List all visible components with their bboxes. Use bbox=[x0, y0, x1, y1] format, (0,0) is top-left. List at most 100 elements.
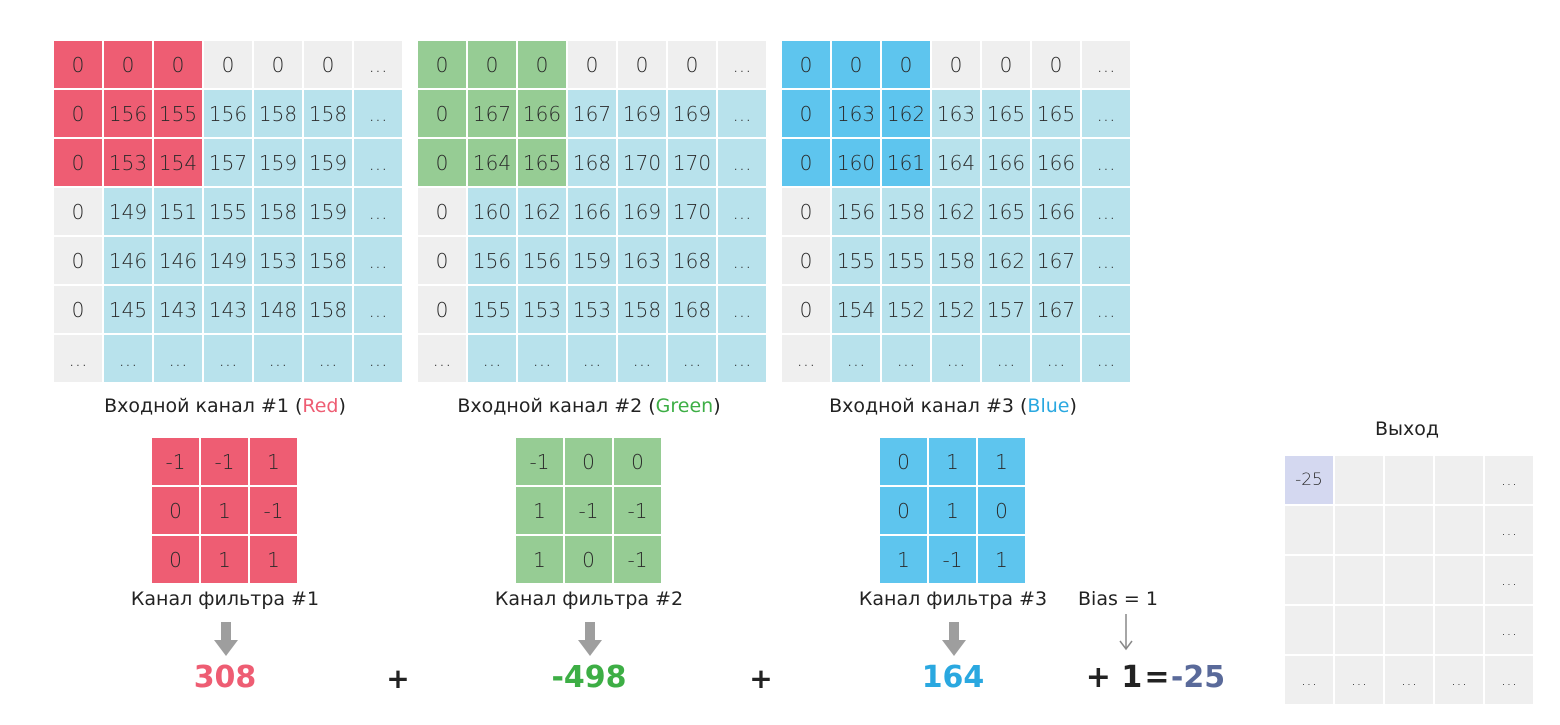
input-cell: ... bbox=[1082, 335, 1130, 382]
input-cell: 156 bbox=[204, 90, 252, 137]
output-cell bbox=[1385, 556, 1433, 604]
input-cell: 168 bbox=[568, 139, 616, 186]
input-cell: 0 bbox=[418, 41, 466, 88]
filter-cell: 1 bbox=[929, 438, 976, 485]
input-cell: 159 bbox=[568, 237, 616, 284]
input-cell: 159 bbox=[254, 139, 302, 186]
input-cell: ... bbox=[1082, 188, 1130, 235]
output-cell: ... bbox=[1485, 456, 1533, 504]
filter-cell: -1 bbox=[201, 438, 248, 485]
filter-channel-1-grid: -1 -1 1 0 1 -1 0 1 1 bbox=[152, 438, 297, 583]
input-cell: 165 bbox=[982, 188, 1030, 235]
input-cell: 166 bbox=[1032, 139, 1080, 186]
input-cell: ... bbox=[354, 139, 402, 186]
filter-cell: -1 bbox=[614, 536, 661, 583]
input-cell: 158 bbox=[618, 286, 666, 333]
input-cell: 167 bbox=[1032, 237, 1080, 284]
filter-channel-2-caption: Канал фильтра #2 bbox=[494, 588, 684, 610]
caption-prefix: Входной канал #2 ( bbox=[457, 395, 656, 417]
output-cell bbox=[1335, 506, 1383, 554]
output-cell bbox=[1385, 606, 1433, 654]
filter-cell: 1 bbox=[201, 536, 248, 583]
input-cell: 0 bbox=[1032, 41, 1080, 88]
output-cell bbox=[1385, 456, 1433, 504]
input-cell: 0 bbox=[882, 41, 930, 88]
output-cell: ... bbox=[1285, 656, 1333, 704]
filter-cell: -1 bbox=[516, 438, 563, 485]
down-arrow-icon bbox=[942, 622, 966, 656]
filter-cell: 0 bbox=[565, 438, 612, 485]
input-cell: ... bbox=[618, 335, 666, 382]
caption-suffix: ) bbox=[338, 395, 346, 417]
input-cell: ... bbox=[1082, 286, 1130, 333]
input-cell: 169 bbox=[618, 188, 666, 235]
input-cell: 0 bbox=[468, 41, 516, 88]
input-cell: 151 bbox=[154, 188, 202, 235]
input-cell: 0 bbox=[54, 188, 102, 235]
input-channel-green-grid: 0 0 0 0 0 0... 0 167 166 167 169 169... 0 164 165 168 17… bbox=[418, 41, 766, 382]
input-cell: 168 bbox=[668, 286, 716, 333]
filter-cell: 0 bbox=[880, 438, 927, 485]
input-cell: 152 bbox=[882, 286, 930, 333]
input-cell: ... bbox=[982, 335, 1030, 382]
output-cell bbox=[1285, 556, 1333, 604]
output-cell bbox=[1335, 456, 1383, 504]
input-cell: 170 bbox=[618, 139, 666, 186]
filter-cell: 0 bbox=[614, 438, 661, 485]
input-cell: ... bbox=[104, 335, 152, 382]
bias-label: Bias = 1 bbox=[1078, 588, 1158, 610]
input-cell: ... bbox=[782, 335, 830, 382]
input-cell: ... bbox=[568, 335, 616, 382]
input-cell: 153 bbox=[254, 237, 302, 284]
output-title: Выход bbox=[1374, 418, 1440, 440]
input-cell: ... bbox=[354, 188, 402, 235]
input-cell: 0 bbox=[782, 90, 830, 137]
plus-sign: + bbox=[749, 662, 773, 695]
input-cell: 0 bbox=[418, 139, 466, 186]
input-cell: 155 bbox=[468, 286, 516, 333]
input-cell: 153 bbox=[518, 286, 566, 333]
input-cell: 162 bbox=[882, 90, 930, 137]
output-cell: ... bbox=[1385, 656, 1433, 704]
filter-cell: -1 bbox=[250, 487, 297, 534]
input-cell: ... bbox=[882, 335, 930, 382]
input-cell: 167 bbox=[468, 90, 516, 137]
input-cell: 152 bbox=[932, 286, 980, 333]
input-cell: ... bbox=[718, 90, 766, 137]
input-cell: ... bbox=[1082, 90, 1130, 137]
input-cell: 169 bbox=[618, 90, 666, 137]
total-result: -25 bbox=[1170, 660, 1226, 695]
output-cell: ... bbox=[1485, 506, 1533, 554]
input-cell: 153 bbox=[568, 286, 616, 333]
input-cell: ... bbox=[832, 335, 880, 382]
input-cell: 0 bbox=[982, 41, 1030, 88]
input-cell: 0 bbox=[418, 188, 466, 235]
output-cell: ... bbox=[1435, 656, 1483, 704]
input-cell: 162 bbox=[932, 188, 980, 235]
input-cell: ... bbox=[1032, 335, 1080, 382]
caption-suffix: ) bbox=[1069, 395, 1077, 417]
input-cell: ... bbox=[354, 286, 402, 333]
input-cell: 145 bbox=[104, 286, 152, 333]
input-cell: 0 bbox=[104, 41, 152, 88]
output-cell: ... bbox=[1485, 656, 1533, 704]
output-cell bbox=[1335, 606, 1383, 654]
bias-arrow-icon bbox=[1119, 614, 1133, 651]
input-cell: 156 bbox=[468, 237, 516, 284]
input-cell: ... bbox=[668, 335, 716, 382]
filter-cell: -1 bbox=[565, 487, 612, 534]
caption-prefix: Входной канал #3 ( bbox=[829, 395, 1028, 417]
input-cell: ... bbox=[254, 335, 302, 382]
input-cell: 160 bbox=[832, 139, 880, 186]
input-cell: 158 bbox=[254, 188, 302, 235]
caption-suffix: ) bbox=[713, 395, 721, 417]
output-cell bbox=[1385, 506, 1433, 554]
input-cell: ... bbox=[354, 90, 402, 137]
input-cell: 154 bbox=[154, 139, 202, 186]
input-cell: 164 bbox=[932, 139, 980, 186]
input-cell: 159 bbox=[304, 139, 352, 186]
input-cell: ... bbox=[204, 335, 252, 382]
input-cell: 0 bbox=[668, 41, 716, 88]
input-cell: 0 bbox=[54, 237, 102, 284]
input-cell: ... bbox=[418, 335, 466, 382]
